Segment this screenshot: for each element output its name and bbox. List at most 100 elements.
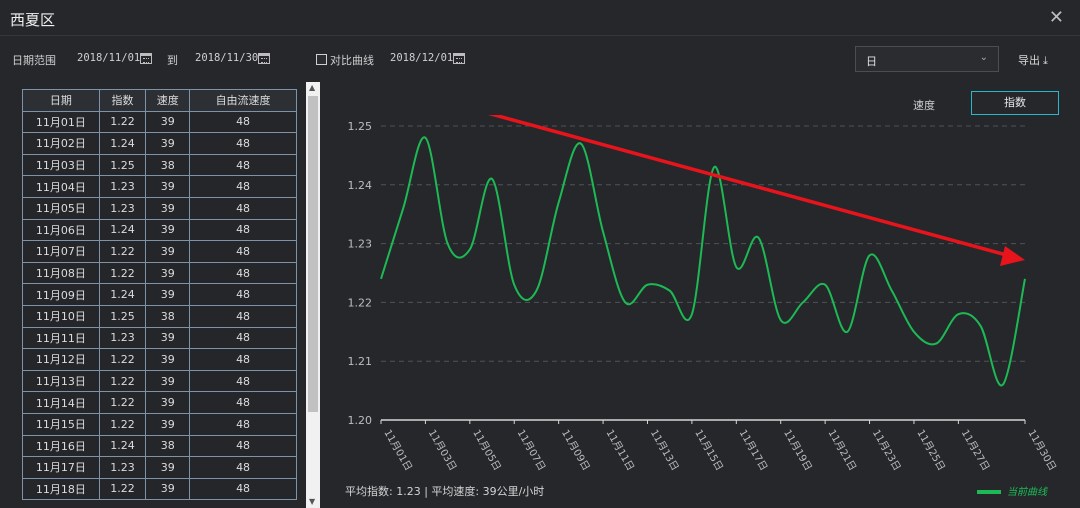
table-row[interactable]: 11月17日 1.23 39 48 bbox=[22, 456, 297, 479]
table-cell: 1.22 bbox=[98, 261, 147, 285]
table-cell: 39 bbox=[145, 391, 191, 414]
table-row[interactable]: 11月18日 1.22 39 48 bbox=[22, 477, 297, 501]
scrollbar-thumb[interactable] bbox=[308, 96, 318, 412]
start-date-field[interactable]: 2018/11/01 bbox=[77, 52, 141, 64]
table-cell: 48 bbox=[189, 326, 297, 350]
table-cell: 11月08日 bbox=[22, 261, 100, 285]
table-row[interactable]: 11月14日 1.22 39 48 bbox=[22, 391, 297, 414]
table-cell: 39 bbox=[145, 240, 191, 263]
table-cell: 39 bbox=[145, 369, 191, 393]
table-cell: 11月02日 bbox=[22, 132, 100, 155]
table-header-row: 日期 指数 速度 自由流速度 bbox=[22, 89, 297, 112]
x-tick-label: 11月23日 bbox=[870, 428, 903, 473]
chevron-down-icon: ⌄ bbox=[979, 52, 988, 63]
summary-stats: 平均指数: 1.23 | 平均速度: 39公里/小时 bbox=[345, 485, 545, 498]
filter-toolbar: 日期范围 2018/11/01 到 2018/11/30 对比曲线 2018/1… bbox=[0, 48, 1080, 72]
table-row[interactable]: 11月03日 1.25 38 48 bbox=[22, 153, 297, 177]
table-cell: 39 bbox=[145, 110, 191, 134]
table-cell: 48 bbox=[189, 304, 297, 328]
table-row[interactable]: 11月15日 1.22 39 48 bbox=[22, 412, 297, 436]
table-cell: 11月01日 bbox=[22, 110, 100, 134]
table-cell: 11月15日 bbox=[22, 412, 100, 436]
x-tick-label: 11月19日 bbox=[781, 428, 814, 473]
table-row[interactable]: 11月13日 1.22 39 48 bbox=[22, 369, 297, 393]
index-line-chart: 1.20 1.21 1.22 1.23 1.24 1.25 11月01日 11月03日 11月0… bbox=[348, 115, 1059, 473]
column-header: 速度 bbox=[145, 89, 191, 112]
x-tick-label: 11月07日 bbox=[515, 428, 548, 473]
table-cell: 1.22 bbox=[98, 240, 147, 263]
table-row[interactable]: 11月01日 1.22 39 48 bbox=[22, 110, 297, 134]
table-cell: 39 bbox=[145, 283, 191, 306]
table-cell: 11月11日 bbox=[22, 326, 100, 350]
table-cell: 48 bbox=[189, 434, 297, 458]
compare-checkbox[interactable] bbox=[316, 54, 327, 65]
scroll-down-icon[interactable]: ▼ bbox=[309, 497, 316, 506]
x-tick-label: 11月09日 bbox=[559, 428, 592, 473]
table-cell: 1.23 bbox=[98, 326, 147, 350]
table-cell: 1.22 bbox=[98, 477, 147, 501]
table-cell: 39 bbox=[145, 261, 191, 285]
date-range-label: 日期范围 bbox=[12, 54, 56, 67]
table-cell: 48 bbox=[189, 132, 297, 155]
table-cell: 48 bbox=[189, 369, 297, 393]
table-row[interactable]: 11月02日 1.24 39 48 bbox=[22, 132, 297, 155]
table-cell: 39 bbox=[145, 456, 191, 479]
table-cell: 11月13日 bbox=[22, 369, 100, 393]
table-cell: 48 bbox=[189, 218, 297, 242]
table-row[interactable]: 11月10日 1.25 38 48 bbox=[22, 304, 297, 328]
y-tick-label: 1.25 bbox=[348, 120, 373, 133]
trend-arrow-head bbox=[1000, 246, 1025, 266]
legend-swatch bbox=[977, 490, 1001, 494]
table-cell: 48 bbox=[189, 456, 297, 479]
table-cell: 39 bbox=[145, 218, 191, 242]
table-row[interactable]: 11月12日 1.22 39 48 bbox=[22, 348, 297, 371]
table-cell: 48 bbox=[189, 348, 297, 371]
table-row[interactable]: 11月09日 1.24 39 48 bbox=[22, 283, 297, 306]
table-row[interactable]: 11月06日 1.24 39 48 bbox=[22, 218, 297, 242]
close-icon[interactable]: ✕ bbox=[1048, 7, 1064, 28]
scroll-up-icon[interactable]: ▲ bbox=[309, 83, 316, 92]
table-cell: 1.24 bbox=[98, 283, 147, 306]
table-cell: 11月03日 bbox=[22, 153, 100, 177]
table-cell: 11月18日 bbox=[22, 477, 100, 501]
export-button[interactable]: 导出 ⤓ bbox=[1018, 52, 1048, 68]
table-row[interactable]: 11月08日 1.22 39 48 bbox=[22, 261, 297, 285]
table-row[interactable]: 11月07日 1.22 39 48 bbox=[22, 240, 297, 263]
table-row[interactable]: 11月04日 1.23 39 48 bbox=[22, 175, 297, 198]
calendar-icon[interactable] bbox=[140, 53, 152, 64]
index-toggle-button[interactable]: 指数 bbox=[971, 91, 1059, 115]
table-row[interactable]: 11月16日 1.24 38 48 bbox=[22, 434, 297, 458]
table-cell: 11月14日 bbox=[22, 391, 100, 414]
table-cell: 48 bbox=[189, 110, 297, 134]
table-row[interactable]: 11月11日 1.23 39 48 bbox=[22, 326, 297, 350]
compare-label: 对比曲线 bbox=[330, 54, 374, 67]
table-cell: 39 bbox=[145, 326, 191, 350]
table-cell: 1.22 bbox=[98, 369, 147, 393]
download-icon: ⤓ bbox=[1043, 54, 1048, 67]
table-cell: 1.25 bbox=[98, 153, 147, 177]
y-tick-label: 1.24 bbox=[348, 179, 373, 192]
x-tick-label: 11月05日 bbox=[470, 428, 503, 473]
table-cell: 1.24 bbox=[98, 218, 147, 242]
table-cell: 48 bbox=[189, 412, 297, 436]
x-tick-label: 11月01日 bbox=[381, 428, 414, 473]
granularity-select[interactable]: 日 ⌄ bbox=[855, 46, 999, 72]
end-date-field[interactable]: 2018/11/30 bbox=[195, 52, 259, 64]
table-row[interactable]: 11月05日 1.23 39 48 bbox=[22, 196, 297, 220]
compare-date-field[interactable]: 2018/12/01 bbox=[390, 52, 454, 64]
speed-toggle-button[interactable]: 速度 bbox=[913, 99, 935, 112]
series-line-current bbox=[380, 136, 1026, 387]
calendar-icon[interactable] bbox=[453, 53, 465, 64]
legend-label: 当前曲线 bbox=[1007, 487, 1047, 498]
table-cell: 11月12日 bbox=[22, 348, 100, 371]
table-cell: 48 bbox=[189, 283, 297, 306]
dialog-title: 西夏区 bbox=[10, 11, 56, 29]
column-header: 自由流速度 bbox=[189, 89, 297, 112]
table-cell: 11月06日 bbox=[22, 218, 100, 242]
table-cell: 11月07日 bbox=[22, 240, 100, 263]
y-tick-label: 1.21 bbox=[348, 355, 373, 368]
table-scrollbar[interactable]: ▲ ▼ bbox=[306, 82, 320, 508]
table-cell: 48 bbox=[189, 477, 297, 501]
to-label: 到 bbox=[167, 54, 178, 67]
calendar-icon[interactable] bbox=[258, 53, 270, 64]
